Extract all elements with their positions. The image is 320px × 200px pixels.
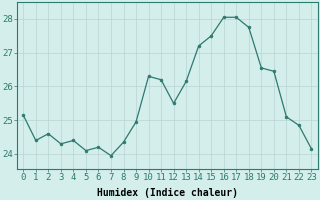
X-axis label: Humidex (Indice chaleur): Humidex (Indice chaleur) <box>97 188 238 198</box>
